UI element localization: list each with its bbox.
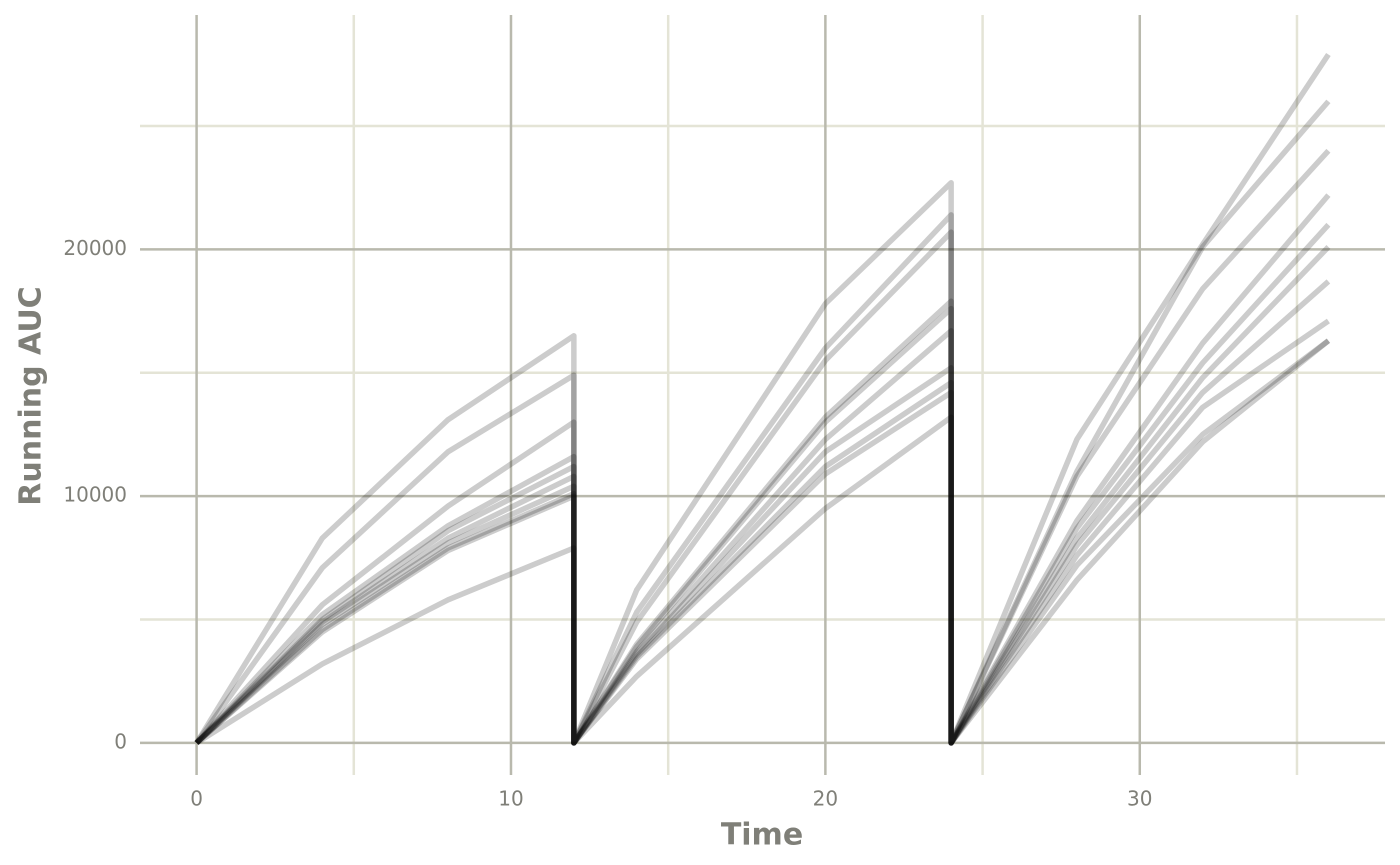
series-line [194,245,1331,746]
x-tick-label: 30 [1127,787,1152,811]
series-line [194,222,1331,746]
series-line [194,338,1331,746]
y-tick-label: 20000 [63,236,127,260]
x-tick-label: 20 [813,787,838,811]
series-line [194,193,1331,746]
x-axis-title: Time [721,818,803,853]
x-tick-label: 10 [498,787,523,811]
y-tick-label: 10000 [63,483,127,507]
series-line [195,338,1331,746]
series-line [194,148,1331,746]
series-line [194,52,1331,746]
y-axis-title: Running AUC [14,286,49,505]
x-tick-label: 0 [190,787,203,811]
series-line [194,318,1330,746]
series-line [194,279,1331,746]
y-tick-label: 0 [114,729,127,753]
series-line [194,99,1331,746]
